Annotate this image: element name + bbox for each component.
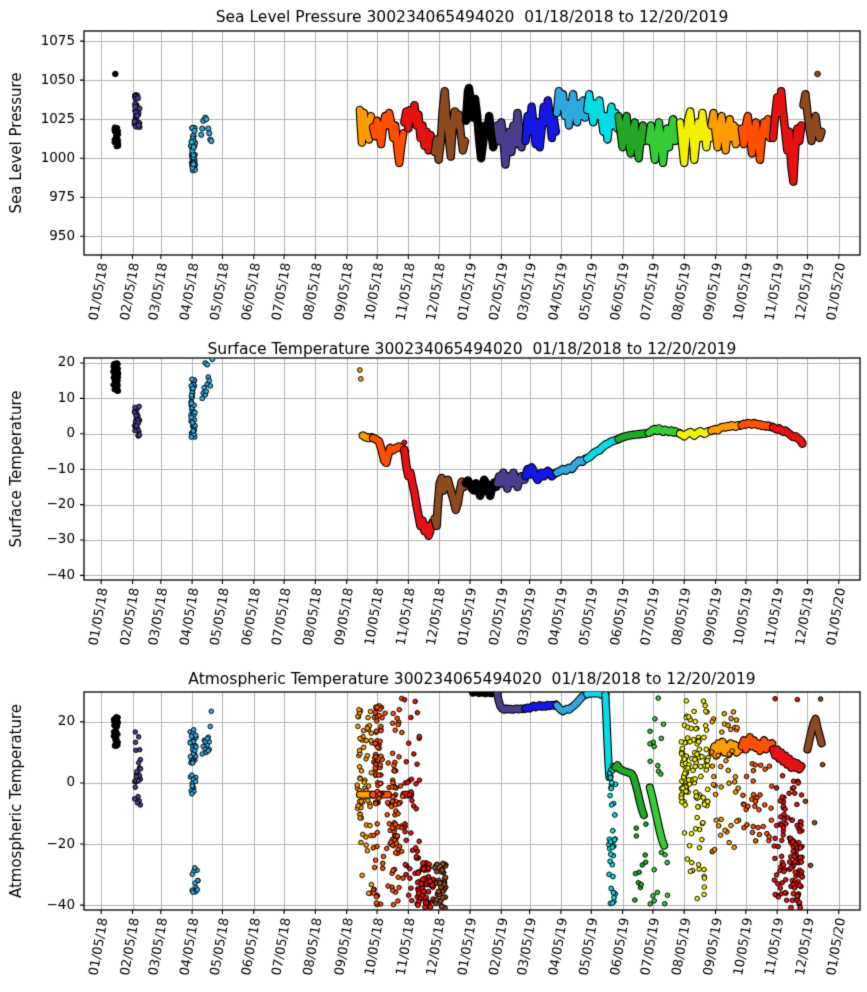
sea-level-pressure-chart xyxy=(0,0,867,340)
atmospheric-temperature-chart xyxy=(0,660,867,992)
surface-temperature-chart xyxy=(0,340,867,660)
